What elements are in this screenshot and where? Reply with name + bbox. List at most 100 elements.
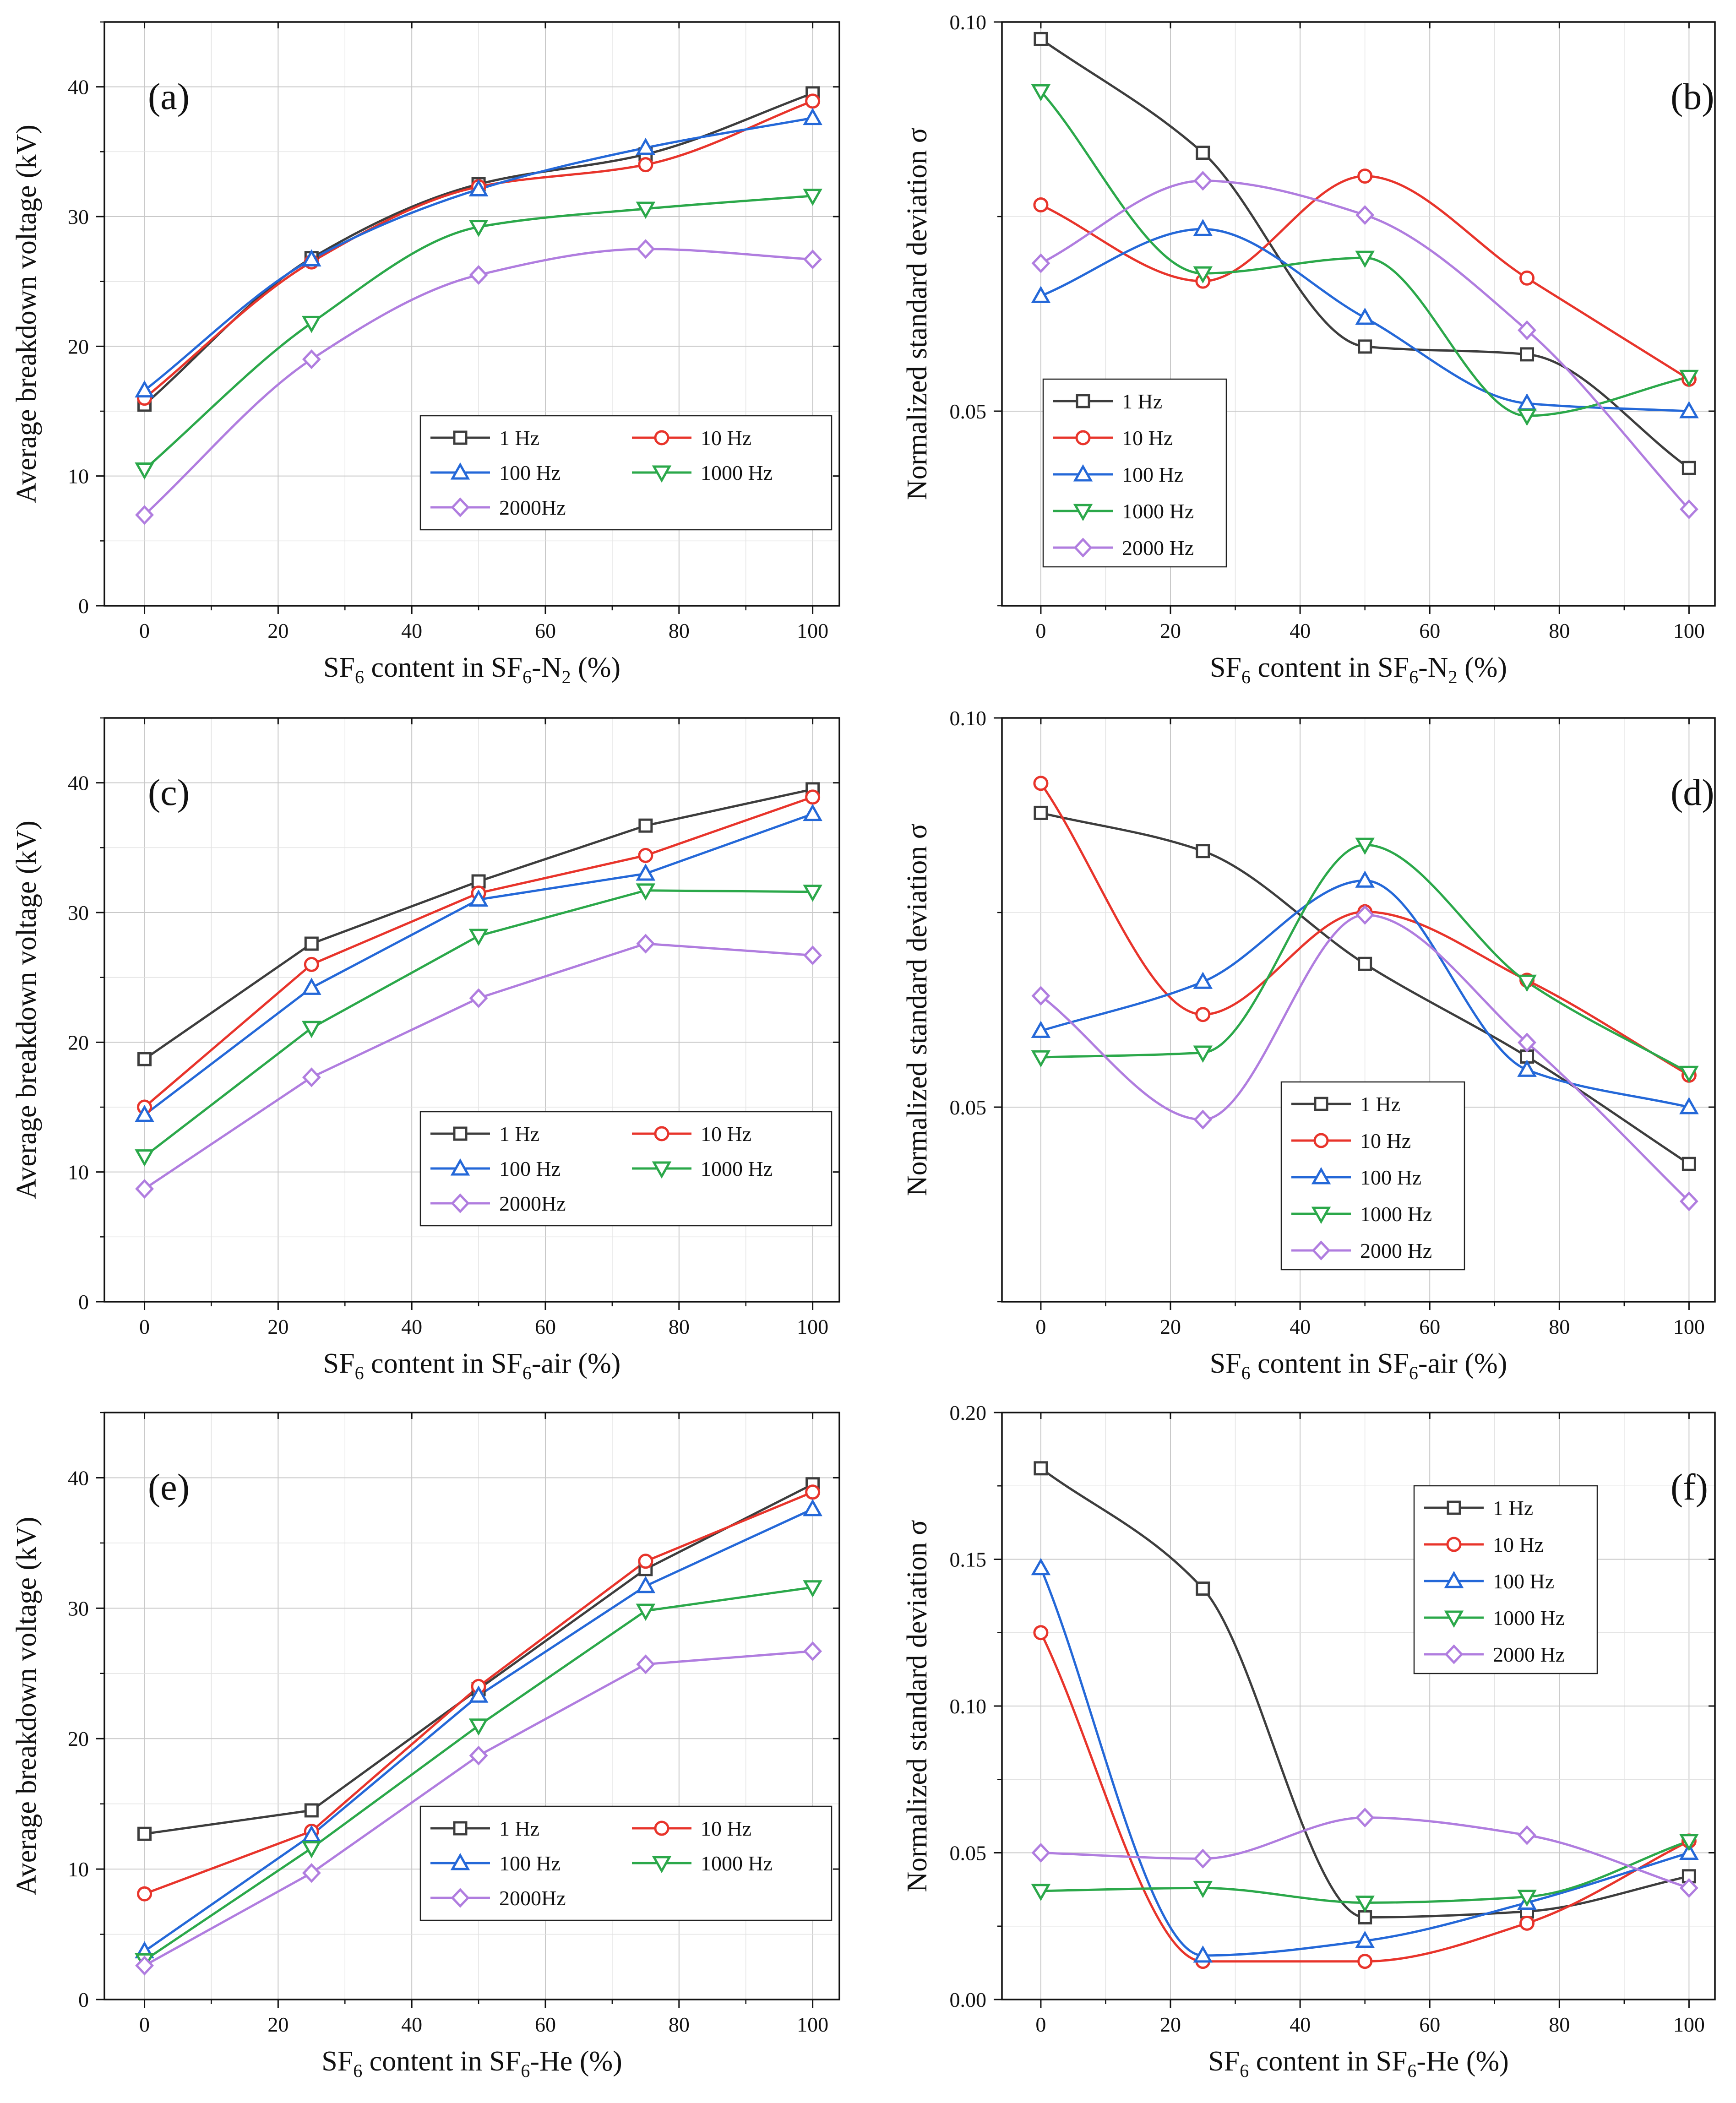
data-point-2000hz bbox=[1031, 1842, 1050, 1863]
x-axis-label-part: SF bbox=[1210, 1348, 1241, 1379]
y-tick-label: 20 bbox=[68, 1031, 89, 1054]
x-tick-label: 0 bbox=[139, 1315, 150, 1338]
data-point-2000hz bbox=[1355, 905, 1375, 925]
data-point-2000hz bbox=[1355, 1807, 1375, 1828]
x-tick-label: 80 bbox=[669, 1315, 690, 1338]
x-tick-label: 0 bbox=[1035, 619, 1046, 642]
legend-label: 10 Hz bbox=[701, 1817, 751, 1840]
y-tick-label: 10 bbox=[68, 1858, 89, 1881]
series-line-100hz bbox=[1039, 1567, 1690, 1957]
legend-label: 10 Hz bbox=[701, 1122, 751, 1146]
legend-marker bbox=[654, 430, 669, 446]
grid-c bbox=[104, 717, 839, 1302]
x-axis-label: SF6 content in SF6-N2 (%) bbox=[323, 652, 620, 687]
data-point-2000hz bbox=[1031, 253, 1050, 273]
data-point-1hz bbox=[1358, 339, 1372, 354]
data-point-1000hz bbox=[1193, 1045, 1213, 1063]
x-tick-label: 60 bbox=[535, 1315, 556, 1338]
data-point-1000hz bbox=[636, 883, 656, 901]
data-point-1hz bbox=[1358, 956, 1372, 971]
legend-marker bbox=[1073, 504, 1093, 522]
legend-label: 1 Hz bbox=[499, 1122, 539, 1146]
data-point-10hz bbox=[1357, 168, 1373, 184]
x-tick-label: 80 bbox=[1549, 619, 1570, 642]
data-point-10hz bbox=[1519, 1915, 1535, 1931]
data-point-2000hz bbox=[1518, 1825, 1536, 1845]
data-point-100hz bbox=[1031, 1021, 1051, 1038]
series-line-1hz bbox=[1040, 1467, 1689, 1919]
data-point-1000hz bbox=[302, 1841, 321, 1858]
legend-marker bbox=[1075, 430, 1091, 446]
data-point-100hz bbox=[1679, 1097, 1699, 1114]
data-point-1000hz bbox=[302, 1021, 321, 1038]
data-point-2000hz bbox=[469, 1745, 488, 1766]
panel-label: (b) bbox=[1671, 76, 1714, 117]
x-axis-label-part: -He (%) bbox=[1416, 2046, 1508, 2077]
data-point-1hz bbox=[638, 818, 653, 833]
x-tick-label: 100 bbox=[1673, 2013, 1705, 2036]
x-axis-label-part: content in SF bbox=[364, 652, 522, 683]
x-axis-label-part: content in SF bbox=[364, 1348, 522, 1379]
x-tick-label: 100 bbox=[797, 2013, 828, 2036]
legend-d: 1 Hz 10 Hz 100 Hz 1000 Hz 2000 Hz bbox=[1280, 1081, 1465, 1271]
data-point-1000hz bbox=[1355, 837, 1375, 855]
legend-marker bbox=[654, 1820, 669, 1836]
data-point-2000hz bbox=[302, 349, 321, 370]
x-tick-label: 100 bbox=[797, 1315, 828, 1338]
data-point-1000hz bbox=[468, 220, 489, 237]
x-tick-label: 40 bbox=[1290, 2013, 1311, 2036]
data-point-100hz bbox=[1031, 1558, 1051, 1576]
y-tick-label: 0 bbox=[78, 1290, 89, 1314]
data-point-2000hz bbox=[1679, 499, 1698, 519]
data-point-10hz bbox=[638, 848, 653, 863]
y-axis-label: Normalized standard deviation σ bbox=[902, 128, 933, 500]
data-point-1000hz bbox=[1517, 1890, 1537, 1907]
x-axis-label-subscript: 6 bbox=[353, 2060, 362, 2081]
data-point-2000hz bbox=[469, 265, 488, 285]
x-axis-label-subscript: 6 bbox=[1409, 667, 1418, 687]
data-point-1000hz bbox=[803, 885, 822, 902]
data-point-100hz bbox=[468, 179, 489, 196]
legend-label: 100 Hz bbox=[1122, 463, 1183, 486]
data-point-1000hz bbox=[803, 189, 822, 206]
legend-label: 1000 Hz bbox=[701, 1157, 773, 1180]
y-tick-label: 0.05 bbox=[950, 1842, 987, 1865]
data-point-1000hz bbox=[1679, 1834, 1699, 1851]
plot-frame-d bbox=[1001, 717, 1716, 1303]
x-axis-label-part: content in SF bbox=[1249, 2046, 1407, 2077]
y-axis-label: Normalized standard deviation σ bbox=[902, 824, 933, 1196]
legend-marker bbox=[1313, 1133, 1329, 1148]
data-point-100hz bbox=[468, 889, 489, 907]
legend-marker bbox=[451, 497, 470, 517]
legend-marker bbox=[1447, 1500, 1461, 1515]
legend-c: 1 Hz 10 Hz 100 Hz 1000 Hz 2000Hz bbox=[419, 1111, 833, 1227]
y-axis-label: Average breakdown voltage (kV) bbox=[11, 821, 42, 1199]
series-group-a bbox=[143, 92, 813, 516]
data-point-1hz bbox=[1034, 1461, 1048, 1476]
data-point-1hz bbox=[1682, 1157, 1696, 1171]
x-tick-label: 40 bbox=[1290, 1315, 1311, 1338]
panel-label: (c) bbox=[148, 772, 190, 813]
data-point-10hz bbox=[1033, 1625, 1049, 1641]
data-point-1hz bbox=[1196, 844, 1210, 859]
y-tick-label: 0.05 bbox=[950, 1096, 987, 1119]
data-point-1000hz bbox=[1355, 250, 1375, 268]
grid-e bbox=[104, 1412, 839, 2000]
legend-e: 1 Hz 10 Hz 100 Hz 1000 Hz 2000Hz bbox=[419, 1805, 833, 1921]
x-axis-label-subscript: 6 bbox=[522, 667, 532, 687]
data-point-1000hz bbox=[636, 201, 656, 219]
x-tick-label: 60 bbox=[1419, 2013, 1440, 2036]
legend-marker bbox=[1311, 1167, 1331, 1185]
x-axis-label-subscript: 6 bbox=[521, 2060, 530, 2081]
y-tick-label: 20 bbox=[68, 335, 89, 358]
data-point-1hz bbox=[1358, 1910, 1372, 1925]
data-point-1000hz bbox=[1517, 408, 1537, 426]
legend-marker bbox=[1444, 1570, 1464, 1588]
legend-label: 1000 Hz bbox=[701, 1852, 773, 1875]
x-axis-label-subscript: 6 bbox=[522, 1363, 532, 1383]
data-point-1hz bbox=[137, 1052, 152, 1066]
legend-marker bbox=[450, 1853, 470, 1870]
series-line-100hz bbox=[1040, 879, 1689, 1109]
y-tick-label: 30 bbox=[68, 901, 89, 924]
